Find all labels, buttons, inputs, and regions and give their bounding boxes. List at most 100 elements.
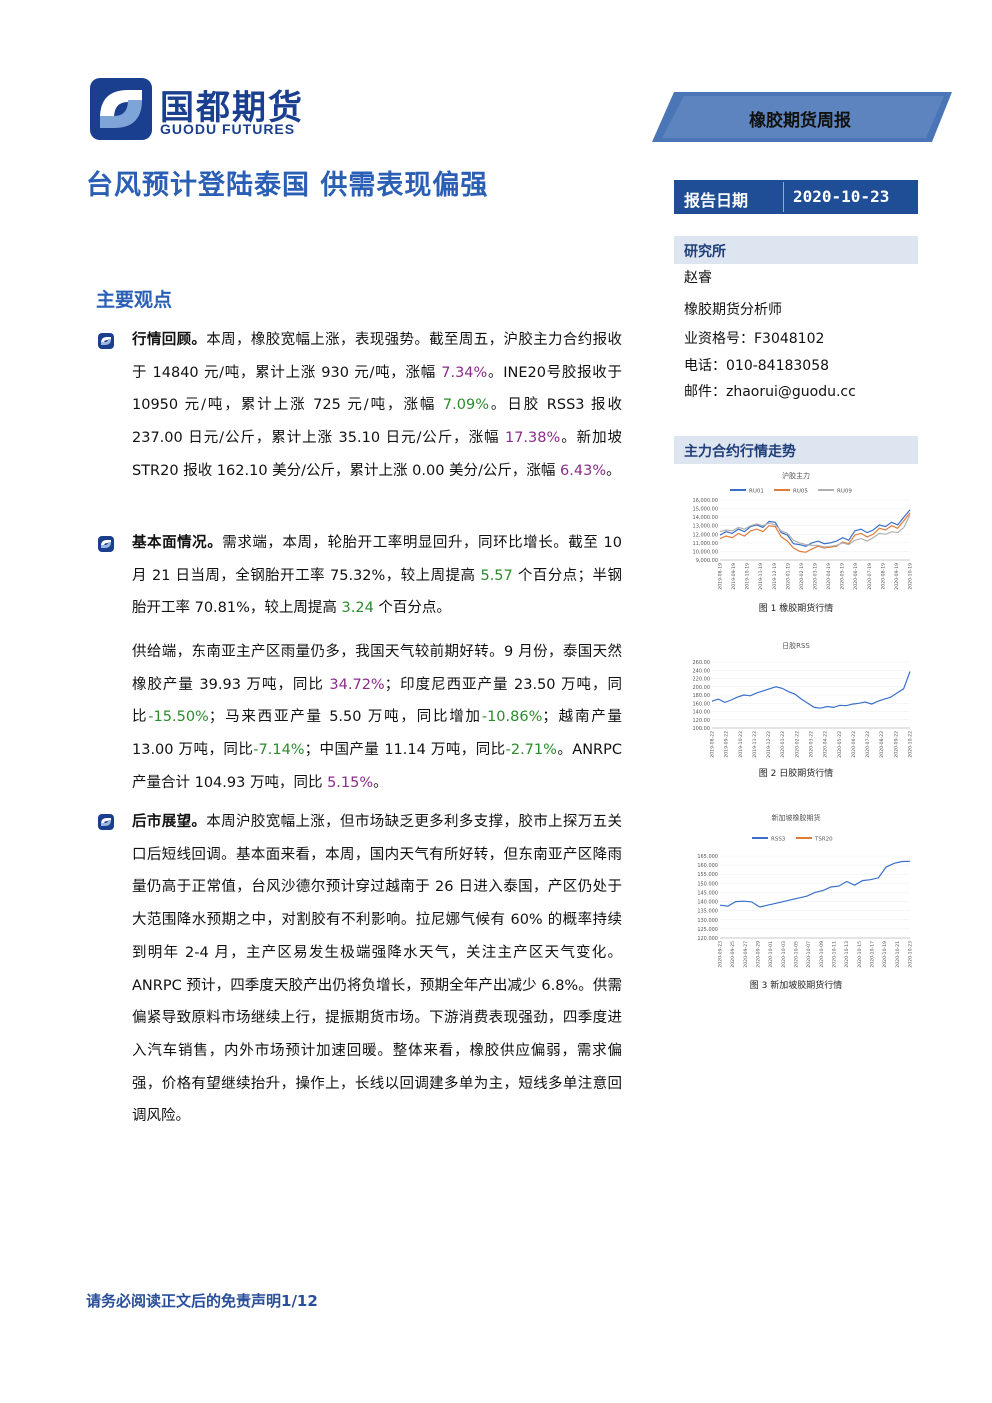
y-tick-label: 150.000	[697, 881, 718, 887]
analyst-role: 橡胶期货分析师	[684, 302, 782, 318]
series-line-rss3	[711, 671, 911, 709]
x-tick-label: 2020-03-22	[809, 731, 815, 758]
x-tick-label: 2020-01-19	[785, 563, 791, 590]
x-tick-label: 2020-09-29	[756, 941, 762, 968]
y-tick-label: 16,000.00	[693, 498, 718, 504]
y-tick-label: 220.00	[693, 677, 711, 683]
text: ；越南产量 13.00 万吨，同比	[132, 709, 623, 759]
y-tick-label: 120.00	[693, 718, 711, 724]
analyst-email[interactable]: 邮件：zhaorui@guodu.cc	[684, 384, 856, 400]
value-indonesia-yoy: -15.50%	[148, 709, 209, 726]
chart-title: 沪胶主力	[782, 471, 810, 480]
value-vietnam-yoy: -7.14%	[253, 742, 305, 759]
y-tick-label: 13,000.00	[693, 524, 718, 530]
x-tick-label: 2020-10-17	[870, 941, 876, 968]
y-tick-label: 10,000.00	[693, 549, 718, 555]
series-line-ru05	[719, 512, 911, 553]
x-tick-label: 2020-10-05	[794, 941, 800, 968]
x-tick-label: 2020-10-13	[844, 941, 850, 968]
text: 本周沪胶宽幅上涨，但市场缺乏更多利多支撑，胶市上探万五关口后短线回调。基本面来看…	[132, 814, 622, 1125]
text: 。	[373, 774, 388, 791]
x-tick-label: 2020-10-19	[882, 941, 888, 968]
x-tick-label: 2020-09-27	[743, 941, 749, 968]
text: 个百分点；半钢胎开工率 70.81%，较上周提高	[132, 567, 622, 617]
y-tick-label: 155.000	[697, 872, 718, 878]
x-tick-label: 2019-08-19	[718, 563, 724, 590]
x-tick-label: 2020-10-19	[908, 563, 914, 590]
x-tick-label: 2020-05-22	[837, 731, 843, 758]
legend-label: RU05	[793, 489, 808, 495]
value-str20-change: 6.43%	[560, 462, 607, 479]
bullet-icon	[98, 333, 114, 349]
report-date-divider	[783, 182, 784, 212]
value-rss3-change: 17.38%	[504, 430, 561, 447]
x-tick-label: 2020-07-19	[867, 563, 873, 590]
y-tick-label: 240.00	[693, 668, 711, 674]
y-tick-label: 180.00	[693, 693, 711, 699]
analyst-license: 业资格号：F3048102	[684, 331, 825, 347]
x-tick-label: 2020-09-23	[718, 941, 724, 968]
value-allsteel-rise: 5.57	[480, 567, 513, 584]
legend-label: RU01	[749, 489, 764, 495]
legend-label: RSS3	[771, 837, 786, 843]
x-tick-label: 2020-10-09	[819, 941, 825, 968]
y-tick-label: 125.000	[697, 927, 718, 933]
chart-sg-rubber-svg: 新加坡橡胶期货 RSS3 TSR20 165.000 160.000 155.000 150…	[697, 813, 913, 968]
text: 。	[606, 462, 621, 479]
y-tick-label: 160.00	[693, 701, 711, 707]
chart-shfe-rubber-svg: 沪胶主力 RU01 RU05 RU09 16,000.00 15,000.00 14,000…	[693, 471, 914, 590]
y-tick-label: 9,000.00	[696, 558, 718, 564]
research-dept-header: 研究所	[674, 236, 918, 264]
logo-english-name: GUODU FUTURES	[160, 121, 296, 137]
chart-title: 新加坡橡胶期货	[772, 813, 821, 822]
value-thai-yoy: 34.72%	[329, 676, 385, 693]
trend-section-header: 主力合约行情走势	[674, 436, 918, 464]
y-tick-label: 130.000	[697, 918, 718, 924]
paragraph-outlook: 后市展望。本周沪胶宽幅上涨，但市场缺乏更多利多支撑，胶市上探万五关口后短线回调。…	[132, 806, 622, 1133]
lead-fundamentals: 基本面情况。	[132, 535, 223, 551]
x-tick-label: 2019-09-19	[731, 563, 737, 590]
x-tick-label: 2019-11-22	[752, 731, 758, 758]
analyst-name: 赵睿	[684, 270, 712, 286]
text: 。新加坡 STR20 报收 162.10 美分/公斤，累计上涨 0.00 美分/…	[132, 430, 623, 479]
x-tick-label: 2020-03-19	[813, 563, 819, 590]
chart-caption-3: 图 3 新加坡胶期货行情	[749, 981, 843, 991]
x-tick-label: 2020-07-22	[865, 731, 871, 758]
x-tick-label: 2020-05-19	[840, 563, 846, 590]
x-tick-label: 2019-12-22	[766, 731, 772, 758]
trend-section-title: 主力合约行情走势	[684, 444, 796, 460]
chart-sg-rubber: 新加坡橡胶期货 RSS3 TSR20 165.000 160.000 155.000 150…	[674, 808, 918, 991]
chart-title: 日胶RSS	[782, 641, 810, 650]
logo-chinese-name: 国都期货	[160, 88, 304, 128]
x-tick-label: 2020-06-19	[853, 563, 859, 590]
x-tick-label: 2020-01-22	[780, 731, 786, 758]
bullet-icon	[98, 814, 114, 830]
x-tick-label: 2020-09-22	[893, 731, 899, 758]
x-tick-label: 2020-02-22	[794, 731, 800, 758]
report-type-banner	[652, 92, 952, 142]
page-title: 台风预计登陆泰国 供需表现偏强	[86, 170, 489, 201]
text: 本周，橡胶宽幅上涨，表现强势。截至周五，沪胶主力合约报收于 14840 元/吨，…	[132, 332, 622, 381]
text: ；中国产量 11.14 万吨，同比	[304, 742, 506, 759]
x-tick-label: 2020-10-07	[806, 941, 812, 968]
chart-caption-1: 图 1 橡胶期货行情	[758, 604, 834, 614]
x-tick-label: 2020-10-01	[768, 941, 774, 968]
x-tick-label: 2020-10-22	[908, 731, 914, 758]
analyst-phone: 电话：010-84183058	[684, 358, 830, 374]
research-dept-title: 研究所	[684, 244, 726, 260]
x-tick-label: 2019-12-19	[772, 563, 778, 590]
value-malaysia-yoy: -10.86%	[481, 709, 543, 726]
value-anrpc-yoy: 5.15%	[327, 774, 374, 791]
y-tick-label: 165.000	[697, 854, 718, 860]
legend-label: RU09	[837, 489, 852, 495]
x-tick-label: 2020-04-22	[823, 731, 829, 758]
chart-jp-rss: 日胶RSS 260.00 240.00 220.00 200.00 180.00 160.0…	[674, 636, 918, 779]
text: 。ANRPC 产量合计 104.93 万吨，同比	[132, 742, 622, 791]
y-tick-label: 160.000	[697, 863, 718, 869]
text: 个百分点。	[373, 600, 451, 617]
x-tick-label: 2019-10-19	[745, 563, 751, 590]
x-tick-label: 2020-10-21	[895, 941, 901, 968]
footer-disclaimer[interactable]: 请务必阅读正文后的免责声明1/12	[86, 1292, 318, 1310]
series-line-ru09	[719, 514, 911, 548]
x-tick-label: 2020-10-03	[781, 941, 787, 968]
